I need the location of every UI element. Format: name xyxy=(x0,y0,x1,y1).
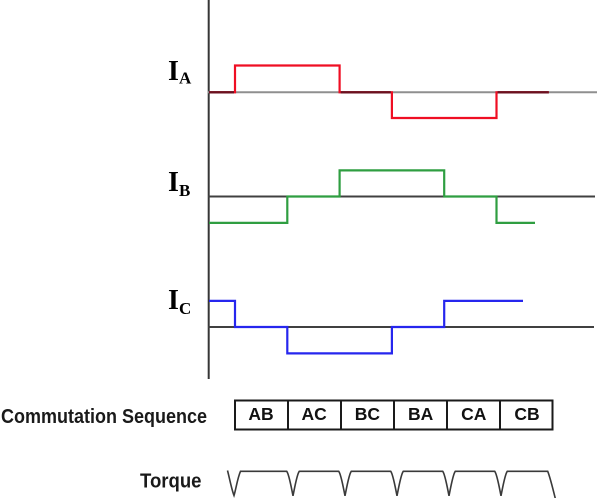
svg-text:I: I xyxy=(168,56,179,87)
svg-text:BC: BC xyxy=(355,404,381,424)
svg-text:CA: CA xyxy=(461,404,487,424)
svg-text:AB: AB xyxy=(248,404,273,424)
svg-text:Commutation Sequence: Commutation Sequence xyxy=(1,406,207,428)
svg-text:B: B xyxy=(179,181,190,200)
svg-text:AC: AC xyxy=(302,404,328,424)
svg-text:C: C xyxy=(179,299,191,318)
svg-text:I: I xyxy=(168,167,179,198)
svg-text:Torque: Torque xyxy=(140,471,202,493)
svg-text:BA: BA xyxy=(408,404,434,424)
svg-text:CB: CB xyxy=(514,404,539,424)
svg-text:I: I xyxy=(168,285,179,316)
svg-text:A: A xyxy=(179,69,192,88)
